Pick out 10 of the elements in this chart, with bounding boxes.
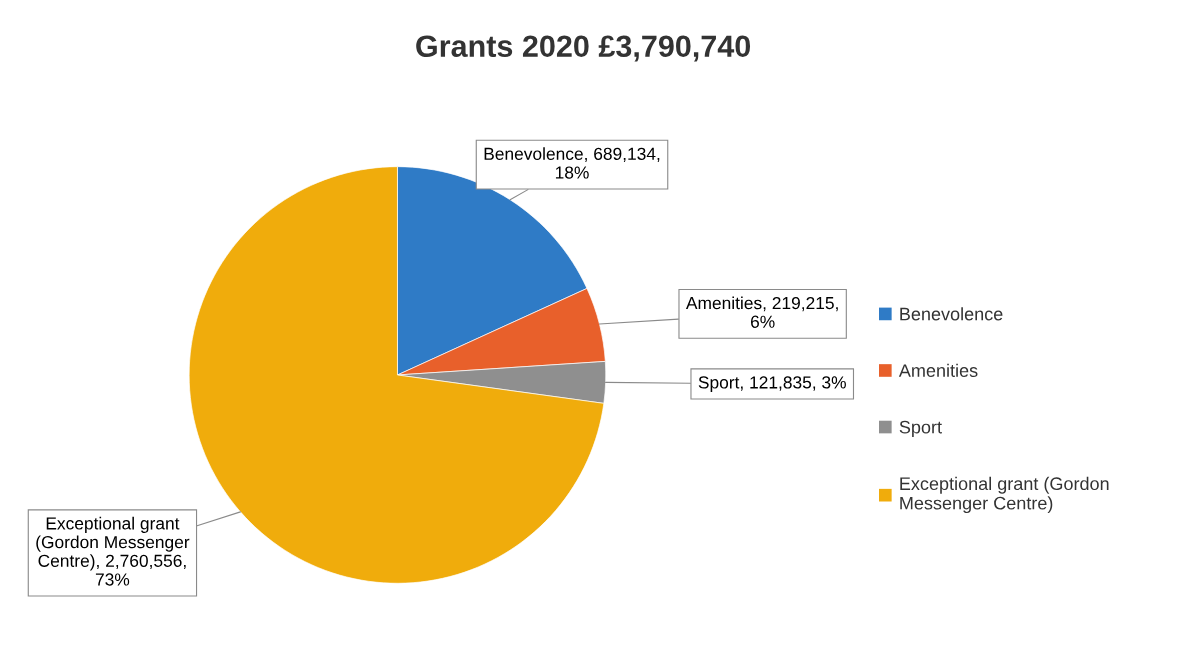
- legend-label: Amenities: [898, 363, 978, 377]
- data-label: Benevolence, 689,134, 18%: [484, 147, 660, 179]
- data-label: Sport, 121,835, 3%: [698, 376, 846, 393]
- data-label: Exceptional grant (Gordon Messenger Centre), 2,760,556, 73%: [36, 516, 190, 586]
- legend-label: Benevolence: [900, 307, 1003, 321]
- legend-label: Sport: [899, 420, 942, 438]
- data-label: Amenities, 219,215, 6%: [685, 296, 838, 328]
- pie-slice: [188, 166, 605, 584]
- chart-title: Grants 2020 £3,790,740: [416, 35, 751, 62]
- legend-label: Exceptional grant (Gordon Messenger Centre): [900, 476, 1109, 514]
